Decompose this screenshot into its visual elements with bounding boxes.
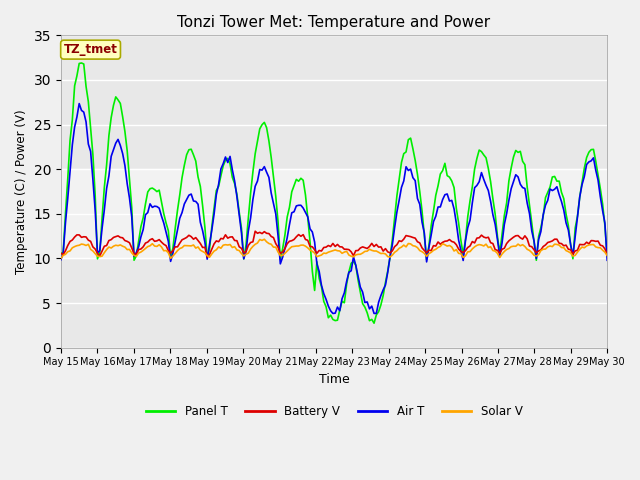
Battery V bbox=[604, 252, 611, 257]
Solar V bbox=[567, 250, 575, 256]
Air T bbox=[604, 257, 611, 263]
Air T bbox=[423, 259, 431, 265]
Legend: Panel T, Battery V, Air T, Solar V: Panel T, Battery V, Air T, Solar V bbox=[141, 400, 527, 423]
X-axis label: Time: Time bbox=[319, 373, 349, 386]
Line: Battery V: Battery V bbox=[61, 231, 607, 257]
Panel T bbox=[57, 251, 65, 257]
Panel T bbox=[244, 215, 252, 221]
Solar V bbox=[144, 244, 152, 250]
Solar V bbox=[260, 236, 268, 242]
Panel T bbox=[77, 60, 85, 66]
Bar bbox=[61, 169, 607, 258]
Battery V bbox=[93, 251, 101, 256]
Line: Panel T: Panel T bbox=[61, 63, 607, 323]
Y-axis label: Temperature (C) / Power (V): Temperature (C) / Power (V) bbox=[15, 109, 28, 274]
Line: Air T: Air T bbox=[61, 104, 607, 313]
Solar V bbox=[57, 255, 65, 261]
Battery V bbox=[57, 251, 65, 256]
Battery V bbox=[80, 234, 88, 240]
Air T bbox=[57, 257, 65, 263]
Air T bbox=[244, 228, 252, 234]
Battery V bbox=[244, 242, 252, 248]
Battery V bbox=[423, 250, 431, 255]
Solar V bbox=[242, 252, 250, 257]
Panel T bbox=[604, 253, 611, 259]
Air T bbox=[96, 248, 104, 253]
Air T bbox=[82, 119, 90, 125]
Text: TZ_tmet: TZ_tmet bbox=[63, 43, 118, 56]
Air T bbox=[146, 201, 154, 207]
Solar V bbox=[604, 253, 611, 259]
Solar V bbox=[93, 253, 101, 259]
Solar V bbox=[420, 251, 428, 256]
Battery V bbox=[144, 239, 152, 245]
Panel T bbox=[423, 257, 431, 263]
Air T bbox=[569, 253, 577, 259]
Panel T bbox=[146, 186, 154, 192]
Panel T bbox=[82, 84, 90, 89]
Solar V bbox=[80, 241, 88, 247]
Line: Solar V: Solar V bbox=[61, 239, 607, 258]
Panel T bbox=[370, 320, 378, 326]
Title: Tonzi Tower Met: Temperature and Power: Tonzi Tower Met: Temperature and Power bbox=[177, 15, 491, 30]
Battery V bbox=[252, 228, 259, 234]
Air T bbox=[329, 311, 337, 316]
Air T bbox=[76, 101, 83, 107]
Panel T bbox=[569, 256, 577, 262]
Battery V bbox=[204, 254, 211, 260]
Panel T bbox=[96, 249, 104, 255]
Battery V bbox=[569, 252, 577, 257]
